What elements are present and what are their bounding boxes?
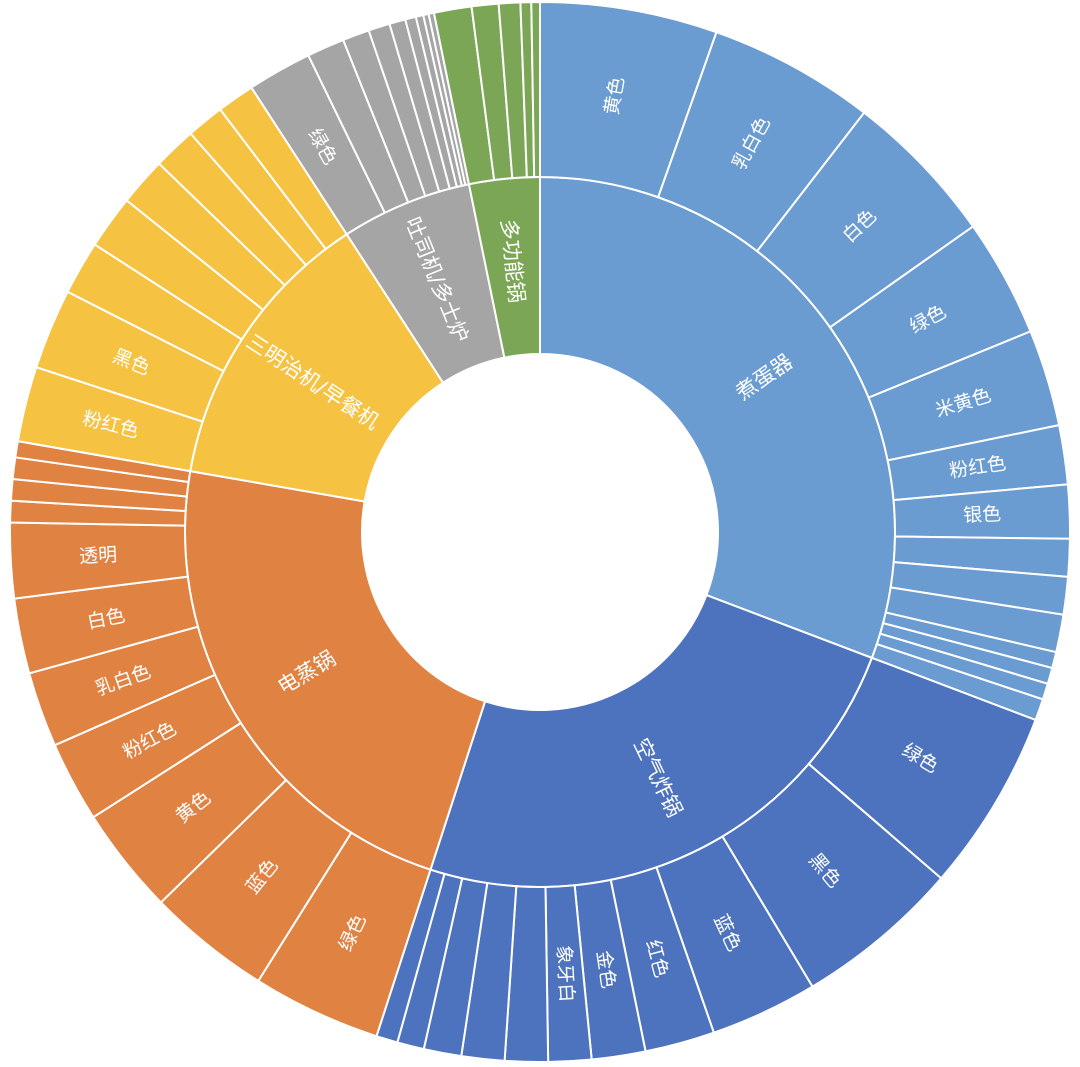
subcategory-label: 象牙白	[552, 945, 577, 1003]
subcategory-label: 透明	[79, 544, 118, 568]
subcategory-segment[interactable]	[530, 0, 541, 179]
subcategory-label: 银色	[963, 503, 1002, 526]
